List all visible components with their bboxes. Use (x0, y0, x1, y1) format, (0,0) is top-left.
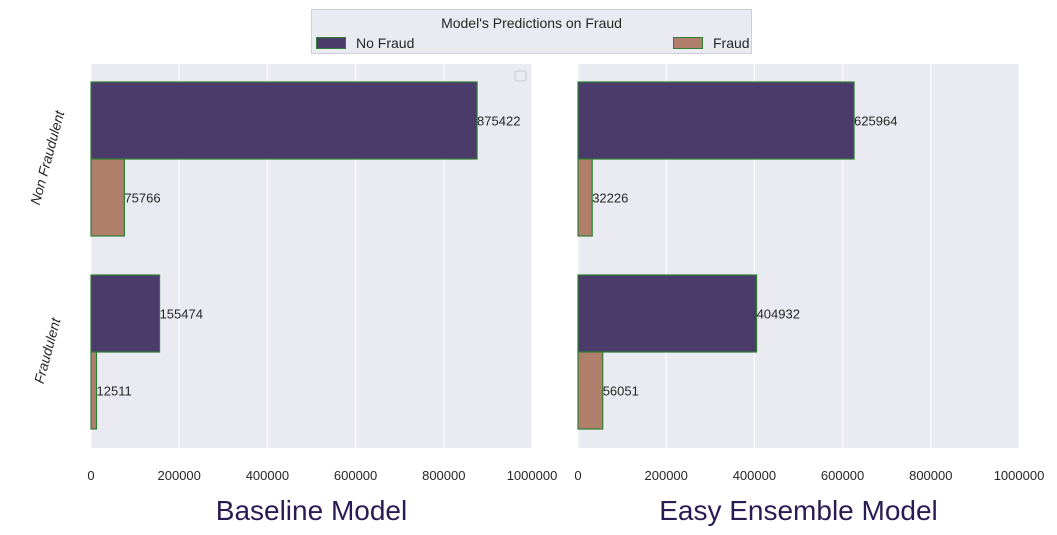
panel-1-x-tick-label: 600000 (334, 468, 377, 483)
panel-2-bar-no-fraud (577, 81, 855, 160)
legend-entry-no-fraud: No Fraud (316, 35, 414, 51)
panel-1-bar-no-fraud (90, 81, 478, 160)
panel-1-title: Baseline Model (216, 495, 407, 526)
legend-title: Model's Predictions on Fraud (441, 15, 622, 31)
y-tick-label: Non Fraudulent (27, 108, 68, 206)
panel-1-data-label: 12511 (97, 384, 132, 399)
panel-2-title: Easy Ensemble Model (659, 495, 938, 526)
legend: Model's Predictions on Fraud No Fraud Fr… (311, 9, 752, 54)
panel-2-x-tick-label: 0 (574, 468, 581, 483)
panel-2-x-tick-label: 800000 (909, 468, 952, 483)
legend-entry-fraud: Fraud (673, 35, 750, 51)
panel-2-bar-no-fraud (577, 274, 758, 353)
panel-1-x-tick-label: 800000 (422, 468, 465, 483)
panel-2-data-label: 625964 (854, 114, 897, 129)
panel-2-data-label: 56051 (603, 384, 639, 399)
panel-1-empty-legend (514, 70, 527, 82)
panel-1-x-tick-label: 400000 (246, 468, 289, 483)
panel-1-x-tick-label: 1000000 (507, 468, 558, 483)
panel-1-x-tick-label: 0 (87, 468, 94, 483)
panel-2-x-tick-label: 200000 (645, 468, 688, 483)
panel-2-x-tick-label: 400000 (733, 468, 776, 483)
panel-2-bar-fraud (577, 351, 604, 430)
legend-swatch-fraud (673, 37, 703, 49)
y-tick-label: Fraudulent (31, 315, 64, 385)
panel-2-data-label: 32226 (592, 191, 628, 206)
panel-1-x-tick-label: 200000 (158, 468, 201, 483)
panel-2-data-label: 404932 (757, 307, 800, 322)
panel-1-bar-fraud (90, 158, 126, 237)
panel-1-data-label: 155474 (160, 307, 203, 322)
panel-1-bar-fraud (90, 351, 98, 430)
legend-swatch-no-fraud (316, 37, 346, 49)
panel-1-bar-no-fraud (90, 274, 161, 353)
panel-2-x-tick-label: 1000000 (994, 468, 1045, 483)
panel-1-data-label: 75766 (124, 191, 160, 206)
legend-label-no-fraud: No Fraud (356, 35, 415, 51)
panel-2-x-tick-label: 600000 (821, 468, 864, 483)
legend-label-fraud: Fraud (713, 35, 750, 51)
panel-2-bar-fraud (577, 158, 593, 237)
panel-1-data-label: 875422 (477, 114, 520, 129)
